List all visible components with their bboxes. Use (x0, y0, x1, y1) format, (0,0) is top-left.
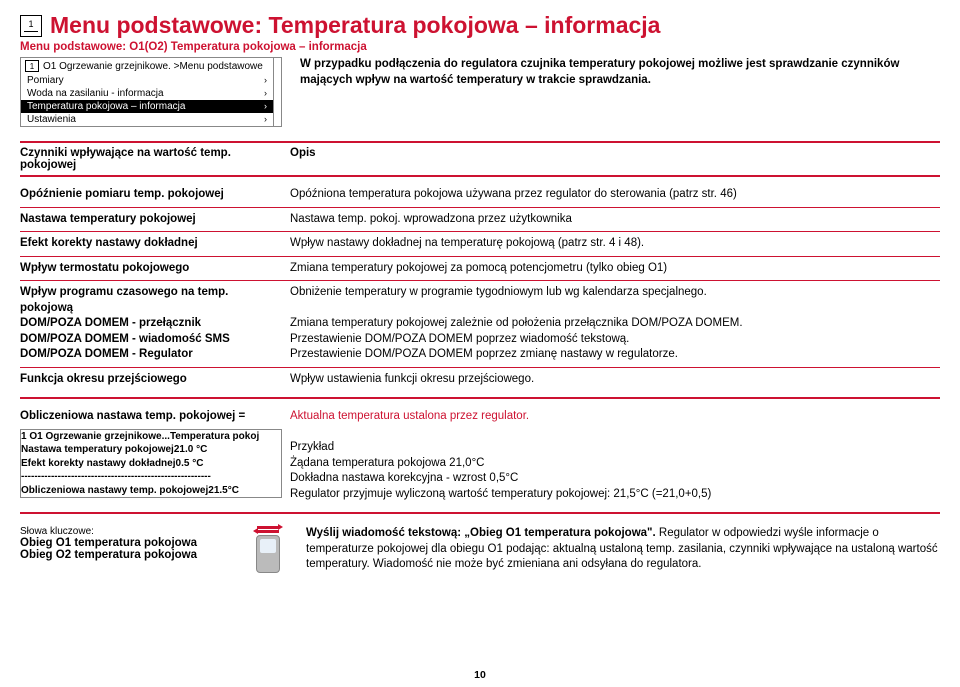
example-line: Żądana temperatura pokojowa 21,0°C (290, 456, 940, 472)
title-icon-number: 1 (28, 20, 33, 29)
table-row: Efekt korekty nastawy dokładnej Wpływ na… (20, 232, 940, 257)
keywords-block: Słowa kluczowe: Obieg O1 temperatura pok… (20, 526, 940, 573)
menu-screenshot-2: 1 O1 Ogrzewanie grzejnikowe...Temperatur… (20, 429, 282, 499)
table-row: Funkcja okresu przejściowego Wpływ ustaw… (20, 368, 940, 392)
menu1-row: Pomiary› (21, 74, 273, 87)
table-row: Wpływ termostatu pokojowego Zmiana tempe… (20, 257, 940, 282)
menu-screenshot-1: 1 O1 Ogrzewanie grzejnikowe. >Menu podst… (20, 57, 282, 127)
th-col1: Czynniki wpływające na wartość temp. pok… (20, 147, 290, 171)
intro-block: 1 O1 Ogrzewanie grzejnikowe. >Menu podst… (20, 57, 940, 127)
divider (20, 512, 940, 514)
sms-icon (244, 526, 292, 573)
page-subtitle: Menu podstawowe: O1(O2) Temperatura poko… (20, 41, 940, 53)
menu1-icon: 1 (25, 60, 39, 72)
menu2-icon: 1 (21, 431, 27, 442)
page-number: 10 (0, 669, 960, 681)
th-col2: Opis (290, 147, 940, 171)
title-icon: 1 (20, 15, 42, 37)
table-row: Nastawa temperatury pokojowej Nastawa te… (20, 208, 940, 233)
menu1-row: Woda na zasilaniu - informacja› (21, 87, 273, 100)
menu2-row-selected: Obliczeniowa nastawy temp. pokojowej21.5… (21, 484, 281, 498)
menu1-row-selected: Temperatura pokojowa – informacja› (21, 100, 273, 113)
phone-icon (256, 535, 280, 573)
page-title-row: 1 Menu podstawowe: Temperatura pokojowa … (20, 12, 940, 39)
table-header: Czynniki wpływające na wartość temp. pok… (20, 141, 940, 177)
example-line: Regulator przyjmuje wyliczoną wartość te… (290, 487, 940, 503)
arrow-left-icon (257, 530, 279, 533)
example-line: Dokładna nastawa korekcyjna - wzrost 0,5… (290, 471, 940, 487)
menu1-header: 1 O1 Ogrzewanie grzejnikowe. >Menu podst… (21, 58, 273, 74)
menu2-row: ----------------------------------------… (21, 470, 281, 484)
menu2-row: Efekt korekty nastawy dokładnej0.5 °C (21, 457, 281, 471)
table-row: Wpływ programu czasowego na temp. pokojo… (20, 281, 940, 368)
result-text: Aktualna temperatura ustalona przez regu… (290, 409, 940, 425)
table-row: Opóźnienie pomiaru temp. pokojowej Opóźn… (20, 183, 940, 208)
divider (20, 397, 940, 399)
menu2-header: 1 O1 Ogrzewanie grzejnikowe...Temperatur… (21, 430, 281, 444)
arrow-right-icon (257, 526, 279, 529)
page-title: Menu podstawowe: Temperatura pokojowa – … (50, 12, 660, 39)
menu2-row: Nastawa temperatury pokojowej21.0 °C (21, 443, 281, 457)
example-title: Przykład (290, 440, 940, 456)
menu1-row: Ustawienia› (21, 113, 273, 126)
keywords: Słowa kluczowe: Obieg O1 temperatura pok… (20, 526, 230, 561)
intro-text: W przypadku podłączenia do regulatora cz… (300, 57, 940, 127)
menu1-scrollbar (273, 58, 281, 126)
result-row: Obliczeniowa nastawa temp. pokojowej = 1… (20, 405, 940, 506)
sms-text: Wyślij wiadomość tekstową: „Obieg O1 tem… (306, 526, 940, 573)
